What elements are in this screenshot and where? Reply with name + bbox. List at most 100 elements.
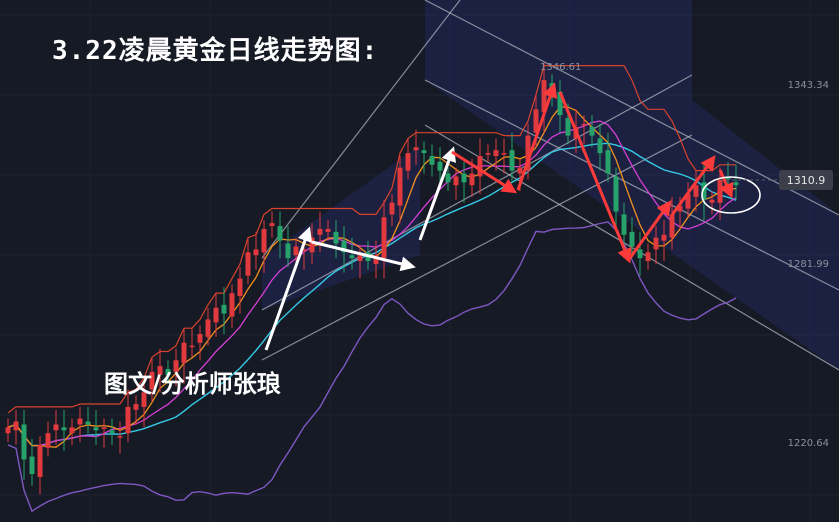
candle-body [301, 249, 307, 251]
candle-body [709, 199, 715, 203]
candle-body [701, 182, 707, 200]
descending-trend-line [424, 0, 839, 216]
candle-body [269, 223, 275, 227]
candle-body [181, 342, 187, 364]
candle-body [373, 255, 379, 264]
candle-body [677, 205, 683, 212]
candle-body [485, 153, 491, 155]
candle-body [53, 424, 59, 431]
candle-body [285, 243, 291, 259]
candle-body [349, 255, 355, 259]
candle-body [253, 249, 259, 256]
candle-body [77, 418, 83, 425]
bollinger-upper-band [7, 64, 736, 414]
candle-body [437, 161, 443, 171]
candle-body [341, 240, 347, 253]
candle-body [413, 147, 419, 151]
candle-body [557, 91, 563, 116]
candle-body [501, 153, 507, 155]
candle-body [733, 182, 739, 186]
candle-body [221, 304, 227, 314]
candle-body [381, 217, 387, 259]
candle-body [237, 278, 243, 297]
candle-body [133, 404, 139, 410]
candle-body [149, 371, 155, 390]
candle-body [389, 202, 395, 215]
ascending-trend-line [261, 0, 461, 259]
candle-body [277, 226, 283, 241]
candle-body [533, 109, 539, 133]
trend-arrow-red [718, 169, 734, 199]
trend-arrow-white [418, 146, 456, 241]
candle-body [213, 307, 219, 323]
candle-body [597, 138, 603, 154]
candle-body [261, 228, 267, 253]
candle-body [613, 176, 619, 212]
candle-body [109, 430, 115, 434]
peak-price-label: 1346.61 [540, 62, 582, 73]
trend-arrow-red [516, 82, 558, 191]
candle-body [45, 433, 51, 448]
candle-body [629, 231, 635, 247]
y-tick-label: 1281.99 [787, 259, 829, 270]
candle-body [117, 436, 123, 438]
candle-body [525, 135, 531, 171]
trend-arrow-red [558, 91, 632, 264]
y-tick-label: 1343.34 [787, 80, 829, 91]
trend-arrow-white [311, 240, 416, 272]
candle-body [717, 179, 723, 203]
candle-body [61, 427, 67, 431]
candle-body [605, 150, 611, 174]
candle-body [245, 252, 251, 276]
ascending-trend-line [261, 74, 693, 311]
candle-body [421, 150, 427, 154]
candle-body [21, 424, 27, 460]
candle-body [405, 153, 411, 171]
candle-body [621, 214, 627, 235]
candle-body [725, 176, 731, 180]
trend-arrow-white [264, 226, 313, 351]
candle-body [69, 427, 75, 434]
highlight-ellipse [701, 176, 761, 214]
candle-body [461, 173, 467, 183]
candle-body [509, 150, 515, 171]
candle-body [101, 427, 107, 429]
y-tick-label: 1220.64 [787, 438, 829, 449]
candle-body [5, 427, 11, 434]
candle-body [397, 167, 403, 206]
candle-body [141, 392, 147, 407]
candle-body [357, 255, 363, 262]
candle-body [333, 231, 339, 244]
candle-body [13, 421, 19, 431]
candle-body [493, 150, 499, 157]
analyst-credit: 图文/分析师张琅 [104, 370, 281, 398]
candle-body [173, 360, 179, 372]
candle-body [469, 173, 475, 186]
candle-body [93, 427, 99, 431]
trend-arrow-red [451, 150, 518, 194]
last-price-tag: 1310.9 [779, 170, 833, 190]
candle-body [589, 126, 595, 136]
candle-body [453, 176, 459, 186]
candle-body [685, 193, 691, 209]
candle-body [157, 366, 163, 375]
candle-body [85, 421, 91, 425]
candle-body [317, 228, 323, 235]
chart-title: 3.22凌晨黄金日线走势图: [52, 36, 379, 66]
candle-body [637, 249, 643, 259]
trend-arrow-red [670, 155, 716, 216]
candle-body [229, 293, 235, 317]
candle-body [165, 369, 171, 375]
candle-body [197, 333, 203, 343]
candle-body [309, 237, 315, 253]
candle-body [429, 156, 435, 165]
candle-body [565, 118, 571, 136]
candle-body [293, 246, 299, 256]
candle-body [29, 456, 35, 475]
candle-body [645, 252, 651, 262]
candle-body [125, 406, 131, 434]
descending-trend-line [424, 79, 839, 291]
candle-body [205, 319, 211, 337]
